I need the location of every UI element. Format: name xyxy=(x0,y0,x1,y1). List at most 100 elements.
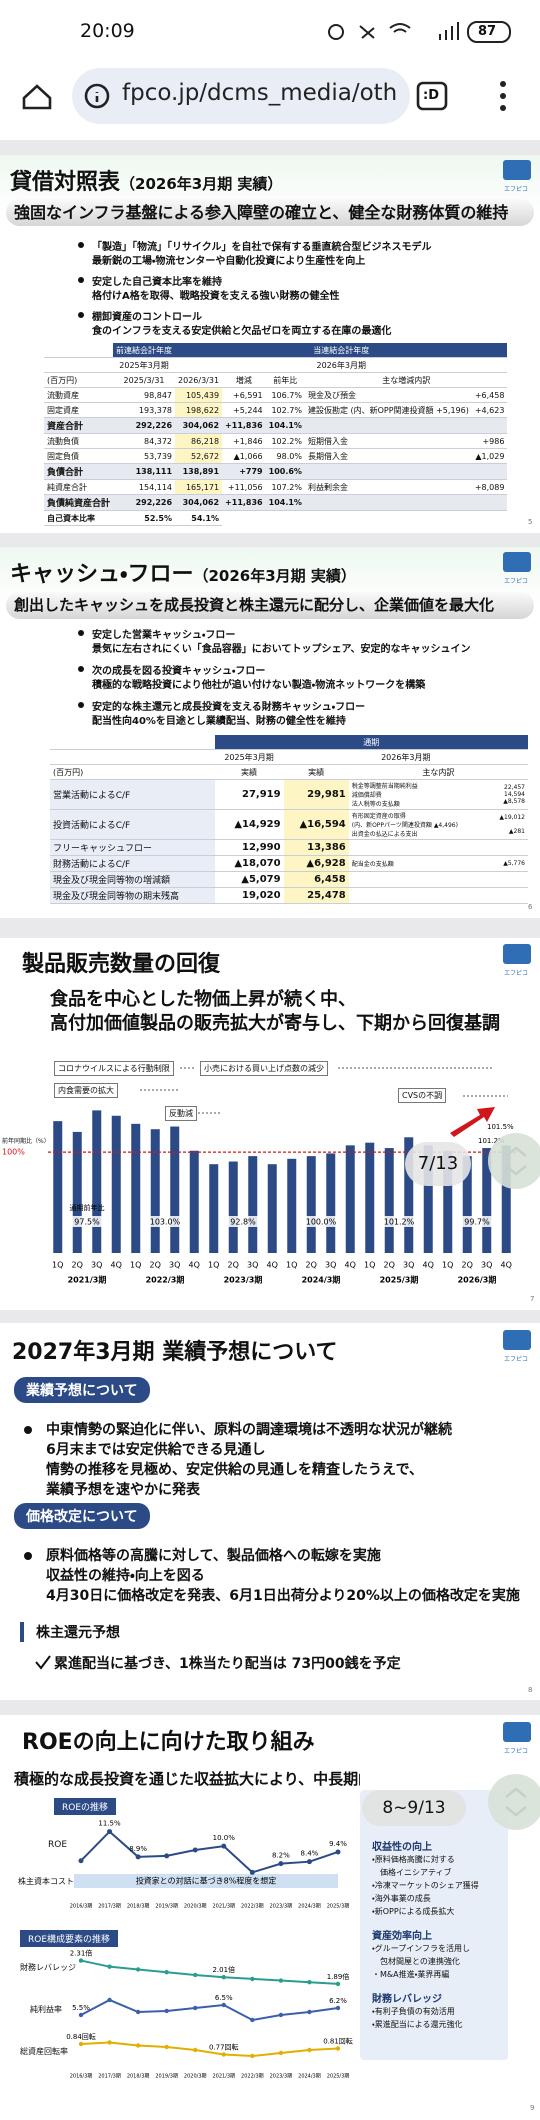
battery-level: 87 xyxy=(478,24,497,39)
tabs-button[interactable] xyxy=(416,81,448,111)
point xyxy=(249,1869,255,1875)
title: 製品販売数量の回復 xyxy=(22,952,221,977)
bullet-dot xyxy=(24,1426,32,1434)
value-label: 8.4% xyxy=(301,1850,319,1858)
section-line: 収益性の維持・向上を図る xyxy=(46,1568,205,1584)
cell: 利益剰余金 xyxy=(304,479,472,495)
headline: 食品を中心とした物価上昇が続く中、 xyxy=(50,989,356,1010)
point xyxy=(278,1978,284,1983)
detail-value: ▲8,578 xyxy=(503,798,525,805)
cell: +779 xyxy=(222,463,266,480)
row-label: 固定資産 xyxy=(44,402,114,418)
scroll-button[interactable] xyxy=(488,1774,540,1830)
headline: 積極的な成長投資を通じた収益拡大により、中長期的なROE向上を図 xyxy=(14,1770,360,1788)
period-header: 2025年3月期 xyxy=(113,357,176,373)
x-tick-label: 2023/3期 xyxy=(270,2074,293,2080)
url-pill[interactable] xyxy=(72,68,410,124)
accent-bar xyxy=(20,1622,24,1642)
point xyxy=(335,2046,341,2051)
dividend-text: 累進配当に基づき、1株当たり配当は 73円00銭を予定 xyxy=(54,1656,401,1672)
row-label: 流動資産 xyxy=(44,387,114,403)
unit: (百万円) xyxy=(44,372,114,388)
bar xyxy=(92,1110,102,1253)
home-button[interactable] xyxy=(22,84,52,110)
details xyxy=(348,839,489,856)
menu-button[interactable] xyxy=(500,81,506,111)
row-label: 資産合計 xyxy=(44,417,114,434)
scroll-button[interactable] xyxy=(488,1133,540,1189)
row: 現金及び現金同等物の期末残高 19,020 25,478 xyxy=(50,887,528,904)
cell: +6,458 xyxy=(471,387,508,403)
details xyxy=(348,887,489,904)
bullet-dot xyxy=(78,242,84,248)
bullet-body: 積極的な戦略投資により他社が追い付けない製造・物流ネットワークを構築 xyxy=(92,680,426,691)
x-tick-label: 2Q xyxy=(72,1261,83,1270)
details: 税金等調整前当期純利益 減価償却費 法人税等の支払額 xyxy=(348,779,489,810)
dotted-arrows xyxy=(140,1067,508,1114)
series-line xyxy=(80,1959,339,1985)
detail-value: ▲19,012 xyxy=(499,814,525,821)
cell xyxy=(44,343,114,358)
x-tick-label: 2021/3期 xyxy=(212,2074,235,2080)
year-value-label: 101.2% xyxy=(384,1218,415,1227)
measure-item: ・冷凍マーケットのシェア獲得 xyxy=(372,1881,479,1890)
details: ▲19,012 ▲281 xyxy=(488,809,528,840)
cell xyxy=(50,735,215,750)
logo-text: エフピコ xyxy=(504,1748,529,1755)
row-label: 自己資本比率 xyxy=(44,510,114,526)
page-number: 7 xyxy=(530,1295,535,1303)
row-label: フリーキャッシュフロー xyxy=(50,839,215,856)
measure-title: 収益性の向上 xyxy=(372,1842,432,1853)
page-number: 5 xyxy=(528,518,533,526)
section-line: 6月末までは安定供給できる見通し xyxy=(46,1442,266,1458)
point xyxy=(250,2017,255,2023)
x-tick-label: 2025/3期 xyxy=(327,1904,350,1910)
bar xyxy=(287,1158,297,1253)
section-line: 4月30日に価格改定を発表、6月1日出荷分より20%以上の価格改定を実施 xyxy=(46,1588,520,1604)
row: 2025年3月期 2026年3月期 xyxy=(50,749,528,765)
x-tick-label: 2022/3期 xyxy=(241,1904,264,1910)
detail-text: (内、新OPPパーツ関連投資額 ▲4,496) xyxy=(351,822,458,829)
page-number: 9 xyxy=(530,2104,535,2112)
x-tick-label: 4Q xyxy=(345,1261,356,1270)
x-tick-label: 4Q xyxy=(111,1261,122,1270)
x-tick-label: 2Q xyxy=(384,1261,395,1270)
cell: +11,836 xyxy=(222,494,266,511)
tab-count: :D xyxy=(423,88,439,103)
cell: 107.2% xyxy=(265,479,305,495)
slide-title: キャッシュ・フロー（2026年3月期 実績） xyxy=(10,556,356,588)
cell: 12,990 xyxy=(214,839,284,856)
sub-header: 実績 xyxy=(283,764,349,780)
row-label: 現金及び現金同等物の期末残高 xyxy=(50,887,215,904)
bar xyxy=(326,1153,336,1253)
bullet-head: 次の成長を図る投資キャッシュ・フロー xyxy=(92,666,266,677)
x-tick-label: 1Q xyxy=(364,1261,375,1270)
x-tick-label: 2023/3期 xyxy=(270,1904,293,1910)
cell: 53,739 xyxy=(113,448,176,464)
section-title: 株主還元予想 xyxy=(36,1625,120,1641)
year-label: 2026/3期 xyxy=(458,1275,497,1285)
value-label: 2.31倍 xyxy=(70,1949,93,1958)
bar xyxy=(189,1150,199,1253)
period-header: 2026年3月期 xyxy=(283,749,528,765)
x-tick-label: 4Q xyxy=(423,1261,434,1270)
detail-value: ▲281 xyxy=(508,828,525,835)
series-label: ROE xyxy=(48,1840,68,1850)
x-tick-label: 2018/3期 xyxy=(127,1904,150,1910)
value-label: 11.5% xyxy=(98,1820,121,1828)
logos xyxy=(503,160,531,1742)
row-label: 財務活動によるC/F xyxy=(50,855,215,872)
logo-text: エフピコ xyxy=(504,970,529,977)
x-tick-label: 4Q xyxy=(501,1261,512,1270)
cell: ▲14,929 xyxy=(214,809,284,840)
roe-line xyxy=(80,1830,339,1874)
cell: 52.5% xyxy=(113,510,176,526)
point xyxy=(250,1976,255,1982)
point xyxy=(221,2052,226,2057)
point xyxy=(335,1849,341,1855)
label-bg xyxy=(226,1216,260,1227)
bar xyxy=(150,1129,160,1253)
cell xyxy=(304,463,508,480)
cell: 304,062 xyxy=(175,494,223,511)
